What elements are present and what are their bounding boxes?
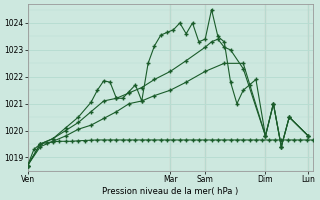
X-axis label: Pression niveau de la mer( hPa ): Pression niveau de la mer( hPa ): [102, 187, 238, 196]
